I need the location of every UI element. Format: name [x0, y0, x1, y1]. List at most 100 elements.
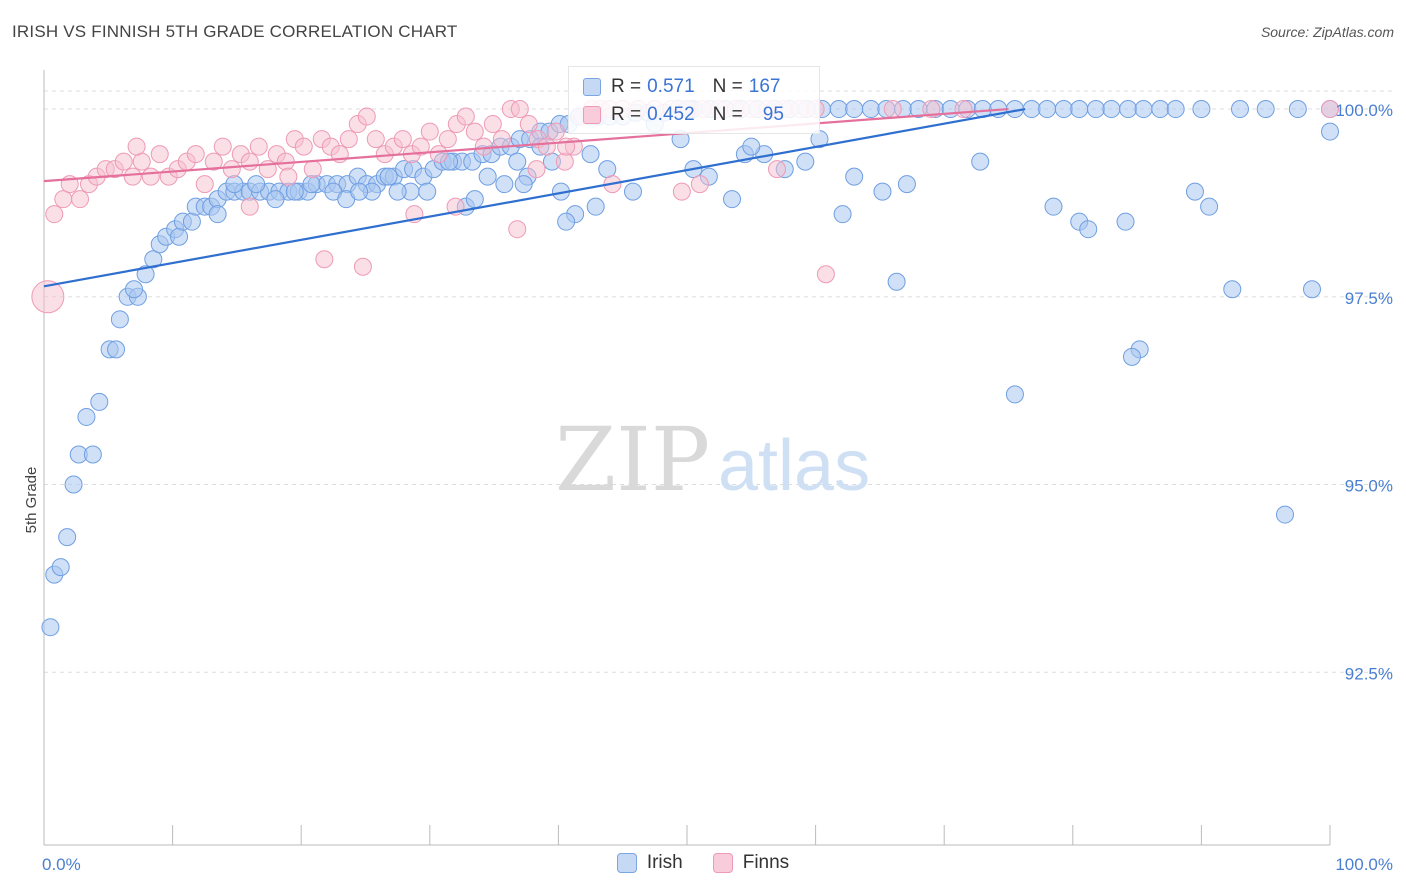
- irish-point-11: [110, 310, 129, 329]
- irish-point-128: [581, 145, 600, 164]
- irish-point-158: [1275, 505, 1294, 524]
- irish-n-value: 167: [748, 76, 781, 97]
- finns-point-34: [339, 130, 358, 149]
- irish-legend-swatch: [616, 853, 637, 873]
- y-tick-label-1: 95.0%: [1345, 477, 1393, 496]
- finns-point-11: [132, 152, 151, 171]
- irish-point-153: [1005, 385, 1024, 404]
- irish-point-14: [125, 280, 144, 299]
- irish-point-159: [1321, 122, 1339, 141]
- finns-point-87: [508, 220, 527, 239]
- finns-point-78: [922, 100, 941, 119]
- irish-point-164: [302, 175, 321, 194]
- irish-point-94: [1022, 100, 1041, 119]
- legend-row-irish: R = 0.571 N = 167: [583, 75, 780, 99]
- irish-point-0: [41, 618, 60, 637]
- finns-point-44: [429, 145, 448, 164]
- finns-point-12: [141, 167, 160, 186]
- finns-legend-swatch: [712, 853, 733, 873]
- finns-point-58: [555, 152, 574, 171]
- legend-item-finns[interactable]: Finns: [712, 852, 789, 874]
- irish-point-15: [136, 265, 155, 284]
- irish-point-145: [1044, 197, 1063, 216]
- irish-point-111: [285, 182, 304, 201]
- finns-point-30: [303, 160, 322, 179]
- finns-point-29: [294, 137, 313, 156]
- irish-point-22: [182, 212, 201, 231]
- irish-n-label: N =: [712, 76, 743, 97]
- finns-point-56: [537, 137, 556, 156]
- irish-point-160: [557, 212, 576, 231]
- irish-point-103: [1166, 100, 1185, 119]
- finns-point-18: [195, 175, 214, 194]
- irish-r-label: R =: [611, 76, 642, 97]
- irish-point-96: [1054, 100, 1073, 119]
- finns-point-17: [186, 145, 205, 164]
- irish-point-167: [266, 190, 285, 209]
- irish-point-121: [495, 175, 514, 194]
- irish-point-100: [1119, 100, 1138, 119]
- irish-point-155: [1122, 347, 1141, 366]
- finns-point-47: [456, 107, 475, 126]
- y-axis-title: 5th Grade: [23, 467, 40, 534]
- finns-point-20: [213, 137, 232, 156]
- irish-point-99: [1102, 100, 1121, 119]
- irish-point-20: [170, 227, 189, 246]
- irish-point-169: [465, 190, 484, 209]
- irish-point-84: [861, 100, 880, 119]
- finns-point-24: [249, 137, 268, 156]
- irish-point-4: [64, 475, 83, 494]
- finns-point-48: [465, 122, 484, 141]
- x-tick-label-1: 100.0%: [1335, 855, 1393, 874]
- finns-swatch: [583, 106, 601, 124]
- finns-point-80: [1321, 100, 1339, 119]
- irish-point-82: [829, 100, 848, 119]
- irish-point-117: [418, 182, 437, 201]
- irish-point-122: [508, 152, 527, 171]
- trend-lines: [43, 107, 1026, 288]
- irish-swatch: [583, 78, 601, 96]
- irish-point-156: [1302, 280, 1321, 299]
- finns-point-21: [222, 160, 241, 179]
- finns-point-37: [366, 130, 385, 149]
- finns-point-95: [127, 137, 146, 156]
- finns-point-83: [315, 250, 334, 269]
- irish-point-143: [897, 175, 916, 194]
- finns-point-49: [474, 137, 493, 156]
- series-legend: Irish Finns: [0, 852, 1406, 874]
- finns-point-77: [883, 100, 902, 119]
- finns-point-50: [483, 115, 502, 134]
- irish-points: [41, 100, 1339, 637]
- irish-trend-line: [43, 107, 1026, 288]
- grid-lines: [44, 90, 1392, 673]
- irish-point-168: [208, 205, 227, 224]
- finns-point-13: [150, 145, 169, 164]
- irish-point-139: [796, 152, 815, 171]
- finns-point-40: [393, 130, 412, 149]
- irish-point-147: [1200, 197, 1219, 216]
- irish-point-144: [971, 152, 990, 171]
- irish-point-3: [58, 528, 77, 547]
- irish-point-98: [1086, 100, 1105, 119]
- finns-point-9: [114, 152, 133, 171]
- legend-item-irish[interactable]: Irish: [616, 852, 683, 874]
- irish-point-165: [350, 182, 369, 201]
- watermark-zip: ZIP: [555, 408, 710, 511]
- watermark-atlas: atlas: [718, 426, 870, 506]
- legend-row-finns: R = 0.452 N = 95: [583, 103, 784, 127]
- irish-point-16: [144, 250, 163, 269]
- y-tick-label-0: 92.5%: [1345, 664, 1393, 683]
- irish-point-130: [623, 182, 642, 201]
- irish-point-107: [1288, 100, 1307, 119]
- y-tick-label-2: 97.5%: [1345, 289, 1393, 308]
- irish-point-109: [225, 175, 244, 194]
- finns-point-1: [45, 205, 64, 224]
- x-tick-label-0: 0.0%: [42, 855, 81, 874]
- irish-point-101: [1134, 100, 1153, 119]
- irish-point-105: [1230, 100, 1249, 119]
- finns-r-label: R =: [611, 104, 642, 125]
- irish-legend-label: Irish: [646, 852, 683, 873]
- irish-point-102: [1151, 100, 1170, 119]
- irish-point-110: [247, 175, 266, 194]
- watermark: ZIP atlas: [555, 408, 870, 511]
